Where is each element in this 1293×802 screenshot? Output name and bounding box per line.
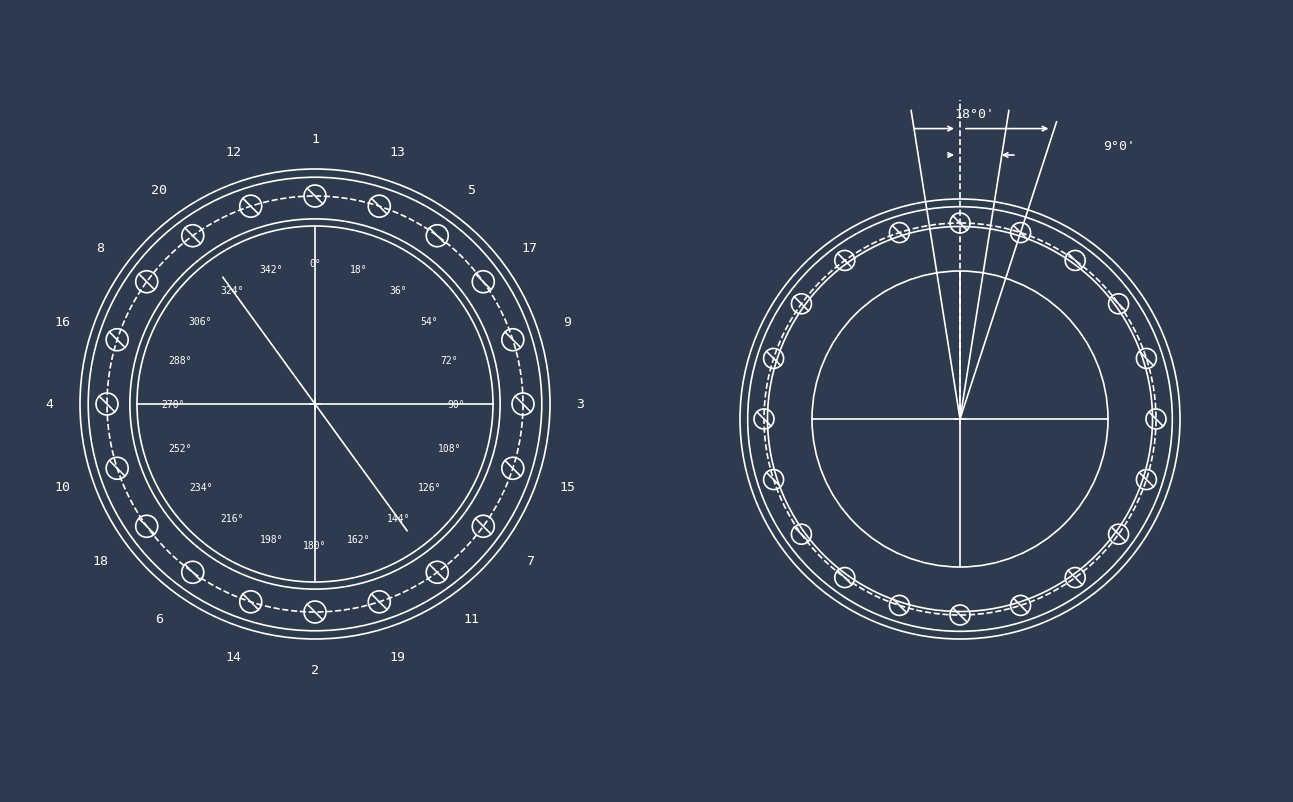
Text: 12: 12 [225, 146, 240, 159]
Text: 54°: 54° [420, 317, 438, 326]
Text: 18: 18 [92, 554, 109, 567]
Text: 288°: 288° [168, 356, 193, 366]
Text: 9°0': 9°0' [1103, 140, 1135, 152]
Text: 4: 4 [45, 398, 53, 411]
Text: 3: 3 [577, 398, 584, 411]
Text: 15: 15 [560, 480, 575, 493]
Text: 6: 6 [155, 613, 163, 626]
Text: 108°: 108° [438, 444, 462, 453]
Text: 1: 1 [312, 133, 319, 146]
Text: 17: 17 [522, 242, 538, 255]
Text: 10: 10 [54, 480, 70, 493]
Text: 324°: 324° [220, 286, 243, 295]
Text: 270°: 270° [162, 399, 185, 410]
Text: 0°: 0° [309, 258, 321, 268]
Text: 19: 19 [389, 650, 405, 663]
Text: 11: 11 [463, 613, 480, 626]
Text: 8: 8 [96, 242, 105, 255]
Text: 306°: 306° [189, 317, 212, 326]
Text: 216°: 216° [220, 514, 243, 524]
Text: 16: 16 [54, 316, 70, 329]
Text: 234°: 234° [189, 483, 212, 492]
Text: 18°: 18° [350, 265, 367, 275]
Text: 162°: 162° [347, 534, 371, 544]
Text: 7: 7 [526, 554, 534, 567]
Text: 5: 5 [467, 184, 475, 196]
Text: 2: 2 [312, 663, 319, 676]
Text: 13: 13 [389, 146, 405, 159]
Text: 144°: 144° [387, 514, 410, 524]
Text: 18°0': 18°0' [954, 108, 994, 121]
Text: 36°: 36° [389, 286, 407, 295]
Text: 180°: 180° [304, 541, 327, 551]
Text: 90°: 90° [447, 399, 465, 410]
Text: 198°: 198° [260, 534, 283, 544]
Text: 72°: 72° [441, 356, 458, 366]
Text: 342°: 342° [260, 265, 283, 275]
Text: 9: 9 [564, 316, 572, 329]
Text: 14: 14 [225, 650, 240, 663]
Text: 20: 20 [151, 184, 167, 196]
Text: 252°: 252° [168, 444, 193, 453]
Text: 126°: 126° [418, 483, 441, 492]
